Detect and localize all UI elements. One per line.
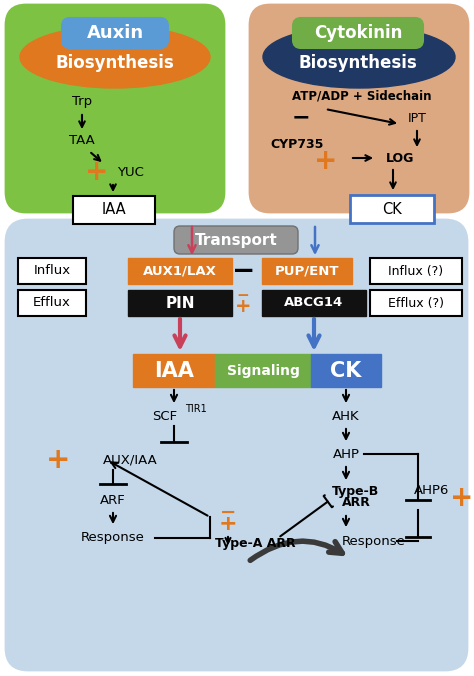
Text: AHP: AHP [332,448,359,460]
Bar [311,354,381,387]
Text: YUC: YUC [117,166,144,178]
Text: Auxin: Auxin [86,24,144,42]
FancyBboxPatch shape [6,5,224,212]
Bar [128,258,232,284]
Bar [128,290,232,316]
Bar [370,258,462,284]
Text: +: + [450,484,474,512]
Text: Type-A ARR: Type-A ARR [215,537,295,550]
Bar [350,195,434,223]
Text: Influx: Influx [34,264,71,278]
Text: −: − [292,107,310,127]
Bar [262,258,352,284]
Text: ARF: ARF [100,493,126,506]
Bar [215,354,311,387]
Text: Influx (?): Influx (?) [388,264,444,278]
Text: AHP6: AHP6 [414,483,450,496]
Text: Response: Response [342,535,406,548]
Text: CK: CK [330,361,362,381]
Text: IAA: IAA [102,203,126,218]
Text: TAA: TAA [69,135,95,147]
Text: PUP/ENT: PUP/ENT [275,264,339,278]
Text: Biosynthesis: Biosynthesis [55,54,174,72]
Text: SCF: SCF [153,410,178,422]
FancyArrowPatch shape [250,541,342,560]
Bar [262,290,366,316]
Text: Trp: Trp [72,95,92,109]
Text: Transport: Transport [195,233,277,247]
Text: Biosynthesis: Biosynthesis [299,54,418,72]
FancyBboxPatch shape [250,5,468,212]
FancyBboxPatch shape [293,18,423,48]
Text: IPT: IPT [408,112,427,124]
FancyBboxPatch shape [6,220,467,670]
FancyBboxPatch shape [62,18,168,48]
Text: +: + [46,446,70,474]
Text: ABCG14: ABCG14 [284,297,344,310]
Ellipse shape [263,26,455,88]
Text: PIN: PIN [165,295,195,310]
Text: +: + [85,158,109,186]
Bar [73,196,155,224]
Bar [18,258,86,284]
Text: AUX/IAA: AUX/IAA [103,454,157,466]
Text: Signaling: Signaling [227,364,300,378]
Bar [133,354,215,387]
Text: AUX1/LAX: AUX1/LAX [143,264,217,278]
Bar [370,290,462,316]
Text: Efflux: Efflux [33,297,71,310]
Text: CK: CK [382,201,402,216]
FancyBboxPatch shape [174,226,298,254]
Text: +: + [235,297,251,316]
Ellipse shape [20,26,210,88]
Text: Cytokinin: Cytokinin [314,24,402,42]
Text: −: − [237,289,249,304]
Text: Response: Response [81,531,145,544]
Text: LOG: LOG [386,151,414,164]
Text: IAA: IAA [154,361,194,381]
Text: Type-B: Type-B [332,485,380,498]
Text: +: + [314,147,337,175]
Text: TIR1: TIR1 [185,404,207,414]
Bar [18,290,86,316]
Text: AHK: AHK [332,410,360,422]
Text: Efflux (?): Efflux (?) [388,297,444,310]
Text: CYP735: CYP735 [270,137,324,151]
Text: +: + [219,514,237,534]
Text: ARR: ARR [342,496,371,510]
Text: −: − [220,502,236,521]
Text: −: − [232,257,255,285]
Text: ATP/ADP + Sidechain: ATP/ADP + Sidechain [292,89,432,103]
